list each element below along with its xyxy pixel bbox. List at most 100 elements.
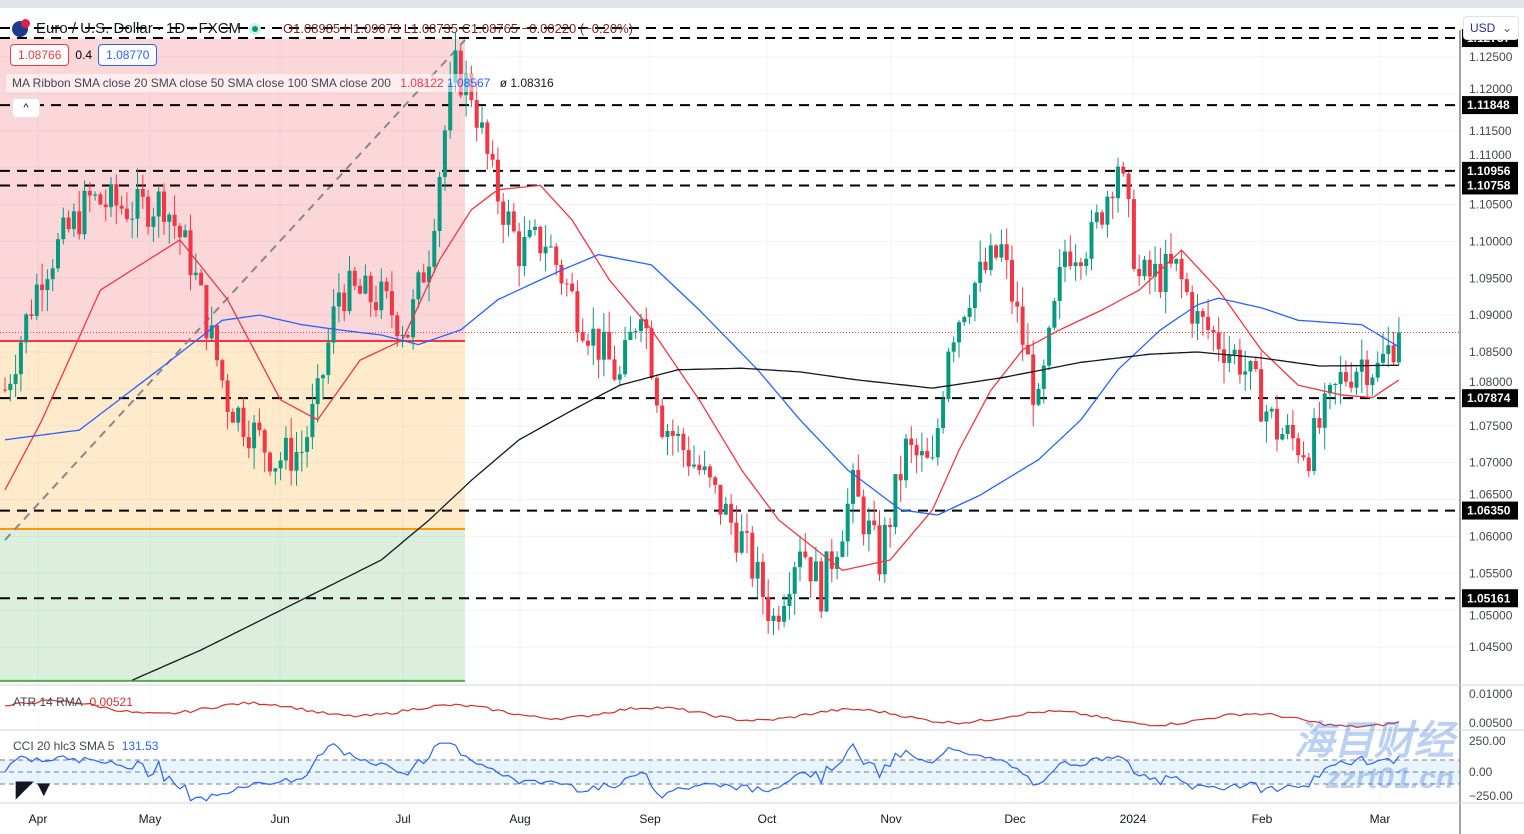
candle [1110, 191, 1115, 220]
candle [495, 147, 500, 214]
candle-body [1396, 332, 1401, 363]
level-price-label: 1.06350 [1467, 504, 1511, 518]
candle-body [389, 291, 394, 316]
candle-body [114, 184, 119, 206]
candle [951, 336, 956, 363]
candle [363, 264, 368, 295]
candle-body [1057, 266, 1062, 301]
price-tick: 1.12000 [1469, 82, 1513, 96]
candle [1211, 325, 1216, 351]
buy-button[interactable]: 1.08770 [98, 44, 158, 66]
candle [1100, 209, 1105, 229]
candle-body [898, 474, 903, 481]
candle-body [1041, 365, 1046, 389]
candle-body [1386, 345, 1391, 354]
market-open-status-icon [249, 22, 262, 35]
candle [617, 366, 622, 387]
candle [1158, 247, 1163, 299]
cci-legend[interactable]: CCI 20 hlc3 SMA 5 131.53 [13, 739, 158, 753]
candle-body [1147, 259, 1152, 277]
time-tick: Dec [1004, 812, 1025, 826]
candle [856, 454, 861, 497]
candle [77, 190, 82, 240]
candle [596, 328, 601, 379]
candle [904, 433, 908, 488]
cci-tick: 0.00 [1469, 765, 1493, 779]
candle-body [1025, 344, 1030, 355]
candle [506, 199, 511, 237]
candle-body [999, 244, 1004, 258]
price-chart[interactable]: 1.12500 1.12000 1.11500 1.11000 1.10500 1.100… [0, 8, 1524, 834]
candle [1264, 405, 1269, 443]
candle-body [1322, 393, 1327, 428]
candle [209, 306, 214, 342]
candle-body [13, 374, 18, 384]
candle-body [1253, 361, 1258, 370]
tradingview-logo: ◤▼ [16, 776, 55, 801]
candle-body [1338, 372, 1343, 385]
candle [326, 328, 331, 384]
candle-body [305, 437, 310, 452]
candle-body [676, 433, 681, 436]
cci-value: 131.53 [121, 739, 159, 753]
candle-body [1280, 434, 1285, 440]
candle [1296, 432, 1301, 464]
candle-body [1306, 457, 1311, 472]
currency-select[interactable]: USD ⌄ [1463, 16, 1519, 40]
candle-body [257, 422, 262, 431]
candle [1031, 340, 1036, 427]
candle-body [957, 322, 961, 343]
level-price-label: 1.11848 [1467, 98, 1510, 112]
candle [66, 210, 71, 233]
candle-body [702, 466, 707, 471]
candle [580, 318, 585, 343]
candle [289, 417, 294, 486]
candle-body [1174, 258, 1179, 264]
candle [909, 426, 914, 464]
candle-body [1068, 251, 1073, 267]
candle-body [77, 211, 82, 235]
ma-ribbon-legend[interactable]: MA Ribbon SMA close 20 SMA close 50 SMA … [6, 74, 560, 92]
candle [1243, 350, 1248, 391]
candle-body [405, 334, 410, 338]
candle-body [946, 351, 951, 400]
atr-legend[interactable]: ATR 14 RMA 0.00521 [13, 695, 133, 709]
candle-body [458, 50, 463, 96]
candle [135, 168, 140, 238]
candle [416, 270, 421, 309]
candle-body [1110, 196, 1115, 199]
candle-body [1243, 371, 1248, 375]
atr-value: 0.00521 [89, 695, 133, 709]
candle [533, 219, 537, 236]
symbol-title[interactable]: Euro / U.S. Dollar · 1D · FXCM [36, 20, 242, 37]
sell-button[interactable]: 1.08766 [10, 44, 70, 66]
candle-body [851, 470, 855, 504]
candle-body [442, 130, 447, 177]
candle [1190, 285, 1195, 338]
candle [633, 328, 638, 340]
price-tick: 1.06500 [1469, 488, 1513, 502]
candle-body [527, 229, 532, 237]
sma20-value: 1.08122 [400, 76, 444, 90]
candle-body [681, 433, 686, 451]
candle-body [119, 205, 124, 209]
candle-body [490, 153, 495, 160]
candle [427, 250, 431, 302]
cci-tick: −250.00 [1469, 789, 1513, 803]
candle [1285, 414, 1290, 440]
candle-body [707, 466, 712, 478]
candle-body [782, 605, 787, 622]
candle-body [972, 282, 977, 308]
candle-body [787, 593, 792, 606]
candle [1036, 383, 1041, 407]
candle [766, 579, 771, 634]
candle-body [798, 551, 802, 568]
candle-body [533, 226, 537, 230]
sma50-line [4, 253, 1400, 516]
candle [146, 189, 151, 235]
candle [283, 426, 288, 470]
candle-body [1365, 359, 1370, 386]
candle-body [1232, 349, 1237, 355]
collapse-legend-button[interactable]: ^ [12, 98, 40, 118]
candle-body [501, 201, 506, 225]
